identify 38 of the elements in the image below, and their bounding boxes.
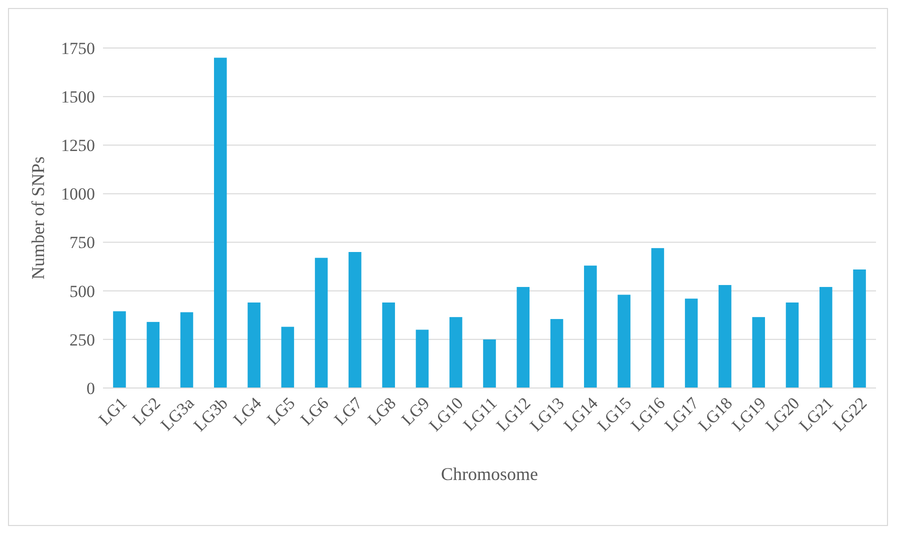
y-tick-label: 1250 [61,136,95,156]
bar [449,317,462,388]
bar [382,302,395,388]
bar [180,312,194,388]
bar [281,326,294,388]
x-tick-label: LG6 [296,394,332,430]
bar [684,298,698,388]
bar [786,302,799,388]
bar [248,302,260,388]
bar [618,294,630,388]
bar [752,317,765,388]
y-tick-label: 1750 [61,38,95,58]
y-tick-label: 1000 [61,184,95,204]
bar [853,269,866,388]
bar [483,339,496,388]
bar [718,285,732,388]
bar [314,258,328,388]
y-tick-label: 250 [70,330,95,350]
y-tick-label: 750 [70,233,95,252]
y-tick-label: 0 [86,378,95,398]
bar [146,322,160,388]
bar [550,319,564,388]
x-tick-label: LG1 [95,394,131,430]
bar [651,248,664,388]
bar [584,266,597,388]
y-tick-label: 1500 [61,88,95,107]
bar [416,330,429,388]
bar [348,252,362,388]
bar [113,311,126,388]
bar [214,58,227,388]
bar [516,286,530,388]
y-tick-label: 500 [70,282,95,301]
x-tick-label: LG8 [364,394,400,430]
y-axis-title: Number of SNPs [28,156,48,280]
bar [819,286,832,388]
x-tick-label: LG5 [263,394,299,430]
x-axis-title: Chromosome [441,464,538,484]
x-tick-label: LG4 [230,393,266,430]
